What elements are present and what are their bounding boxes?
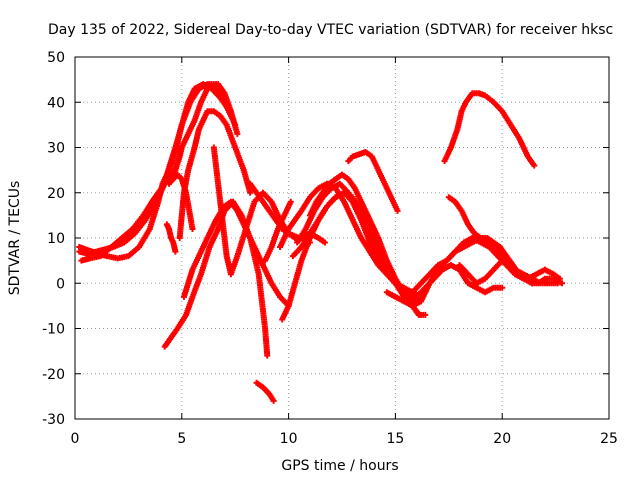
x-tick-label: 10	[280, 431, 298, 447]
x-tick-label: 25	[600, 431, 618, 447]
series-t6	[165, 171, 196, 232]
x-tick-label: 5	[177, 431, 186, 447]
data-point	[172, 248, 179, 255]
series-t14	[277, 180, 425, 300]
series-t19	[345, 149, 401, 214]
axis-ticks	[74, 56, 610, 420]
data-point	[247, 189, 254, 196]
data-point	[415, 311, 422, 318]
data-points	[76, 81, 566, 404]
data-point	[556, 275, 563, 282]
x-tick-label: 20	[493, 431, 511, 447]
x-axis-label: GPS time / hours	[281, 458, 398, 474]
data-point	[559, 280, 566, 287]
y-tick-label: 10	[47, 231, 65, 247]
series-t9	[180, 198, 292, 309]
data-point	[287, 198, 294, 205]
series-t3	[76, 81, 239, 262]
y-tick-label: -10	[42, 322, 65, 338]
y-tick-label: 50	[47, 50, 65, 66]
data-point	[264, 352, 271, 359]
series-t23	[441, 90, 538, 169]
data-point	[394, 207, 401, 214]
series-t13	[262, 198, 294, 264]
grid-lines	[75, 57, 609, 419]
y-axis-label: SDTVAR / TECUs	[7, 181, 23, 296]
data-point	[499, 284, 506, 291]
y-tick-label: 20	[47, 186, 65, 202]
series-t18	[306, 171, 422, 318]
y-tick-label: -30	[42, 412, 65, 428]
y-tick-label: -20	[42, 367, 65, 383]
y-tick-label: 0	[56, 276, 65, 292]
series-t25	[456, 257, 563, 287]
data-point	[234, 130, 241, 137]
data-point	[531, 162, 538, 169]
x-tick-label: 15	[386, 431, 404, 447]
tick-labels: 0 5 10 15 20 25 -30 -20 -10 0 10 20 30 40 50	[42, 50, 618, 447]
data-point	[189, 225, 196, 232]
data-point	[422, 311, 429, 318]
series-t7	[163, 221, 179, 255]
y-tick-label: 30	[47, 141, 65, 157]
y-tick-label: 40	[47, 95, 65, 111]
x-tick-label: 0	[71, 431, 80, 447]
series-t12	[253, 379, 277, 404]
data-point	[321, 239, 328, 246]
chart-title: Day 135 of 2022, Sidereal Day-to-day VTE…	[48, 22, 613, 38]
data-point	[270, 397, 277, 404]
